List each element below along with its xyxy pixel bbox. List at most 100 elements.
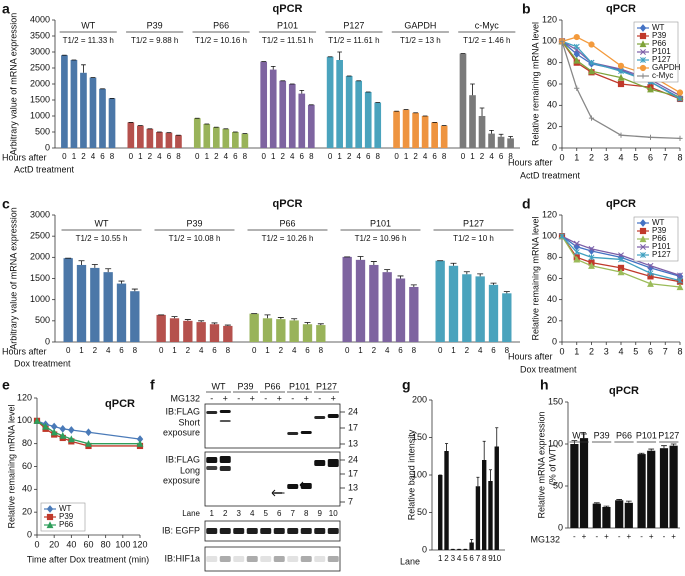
bar xyxy=(488,133,495,148)
x-tick-label: 3 xyxy=(604,152,609,162)
half-life: T1/2 = 11.61 h xyxy=(328,36,379,45)
x-tick-label: 8 xyxy=(677,152,682,162)
error-bar xyxy=(503,291,510,294)
bar xyxy=(382,272,392,342)
blot-sublabel: exposure xyxy=(163,427,200,437)
lane-number: 7 xyxy=(291,509,296,518)
x-axis-label: Dox treatment xyxy=(14,358,71,368)
half-life: T1/2 = 10 h xyxy=(453,234,494,243)
y-tick-label: 2500 xyxy=(30,231,50,241)
bar xyxy=(459,53,467,148)
x-tick-label: 1 xyxy=(138,152,143,161)
bar xyxy=(444,451,449,550)
blot-band xyxy=(219,420,231,422)
marker xyxy=(42,422,49,430)
blot-band xyxy=(287,484,299,489)
x-tick-label: 0 xyxy=(66,346,71,355)
bar xyxy=(409,286,419,342)
bar xyxy=(90,267,100,342)
bar xyxy=(412,112,419,148)
error-bar xyxy=(616,499,623,501)
bar xyxy=(116,283,127,342)
x-tick-label: 6 xyxy=(300,152,305,161)
marker xyxy=(67,435,75,443)
x-tick-label: 1 xyxy=(79,346,84,355)
y-tick-label: 120 xyxy=(17,392,32,402)
bar xyxy=(175,135,182,148)
bar xyxy=(462,274,472,342)
y-tick-label: 50 xyxy=(417,507,427,517)
blot-band xyxy=(219,466,231,471)
bar xyxy=(393,111,400,148)
error-bar xyxy=(270,66,276,70)
blot-band xyxy=(233,528,245,534)
x-tick-label: 6 xyxy=(167,152,172,161)
y-axis-label: Relative remaining mRNA level xyxy=(530,216,540,340)
x-tick-label: 6 xyxy=(366,152,371,161)
y-tick-label: 0 xyxy=(552,142,557,152)
y-tick-label: 100 xyxy=(542,231,557,241)
bar xyxy=(80,72,87,148)
x-tick-label: 6 xyxy=(212,346,217,355)
bar xyxy=(203,124,211,148)
bar xyxy=(137,125,144,148)
arrow xyxy=(299,481,308,489)
chart-title: qPCR xyxy=(606,198,636,210)
x-axis-label: Dox treatment xyxy=(520,364,577,374)
group-label: P66 xyxy=(279,218,295,228)
treatment-sign: - xyxy=(210,393,213,403)
x-tick-label: 2 xyxy=(93,346,98,355)
legend-label: P39 xyxy=(652,226,667,235)
blot-band xyxy=(287,432,299,435)
bar xyxy=(63,258,73,342)
bar xyxy=(421,116,429,148)
x-tick-label: 1 xyxy=(172,346,177,355)
y-tick-label: 100 xyxy=(17,415,32,425)
x-axis-label: Hours after xyxy=(2,346,47,356)
bar xyxy=(108,98,116,148)
legend-marker xyxy=(640,252,646,258)
x-tick-label: 1 xyxy=(451,346,456,355)
blot-label: IB:HIF1a xyxy=(164,553,200,563)
treatment-sign: + xyxy=(250,393,255,403)
bar xyxy=(262,318,273,342)
legend-marker xyxy=(640,73,646,79)
x-tick-label: 6 xyxy=(499,152,504,161)
x-tick-label: 1 xyxy=(271,152,276,161)
marker xyxy=(574,85,580,91)
error-bar xyxy=(370,261,377,265)
x-tick-label: - xyxy=(618,532,621,541)
half-life: T1/2 = 10.26 h xyxy=(262,234,314,243)
x-tick-label: 6 xyxy=(305,346,310,355)
group-label: P127 xyxy=(658,430,679,440)
bar xyxy=(659,448,669,528)
bar xyxy=(165,132,173,148)
x-tick-label: 8 xyxy=(110,152,115,161)
error-bar xyxy=(488,469,493,481)
error-bar xyxy=(78,260,85,265)
marker xyxy=(677,135,683,141)
bar xyxy=(592,503,601,528)
bar xyxy=(249,313,259,342)
marker xyxy=(559,233,565,240)
x-tick-label: 4 xyxy=(224,152,229,161)
bar xyxy=(223,325,233,342)
x-tick-label: 100 xyxy=(115,539,130,549)
error-bar xyxy=(463,271,470,275)
error-bar xyxy=(479,107,485,116)
x-tick-label: 8 xyxy=(482,554,487,563)
x-tick-label: + xyxy=(671,532,676,541)
y-tick-label: 0 xyxy=(27,529,32,539)
bar xyxy=(302,324,313,342)
bar xyxy=(402,109,410,148)
legend-label: P39 xyxy=(59,512,74,521)
legend-marker xyxy=(640,57,646,63)
blot-group: WT xyxy=(212,381,226,391)
y-tick-label: 2000 xyxy=(30,78,50,88)
error-bar xyxy=(498,133,504,137)
error-bar xyxy=(593,502,600,504)
error-bar xyxy=(317,323,324,326)
bar xyxy=(488,284,499,342)
marker xyxy=(573,43,580,50)
marker xyxy=(85,439,92,447)
